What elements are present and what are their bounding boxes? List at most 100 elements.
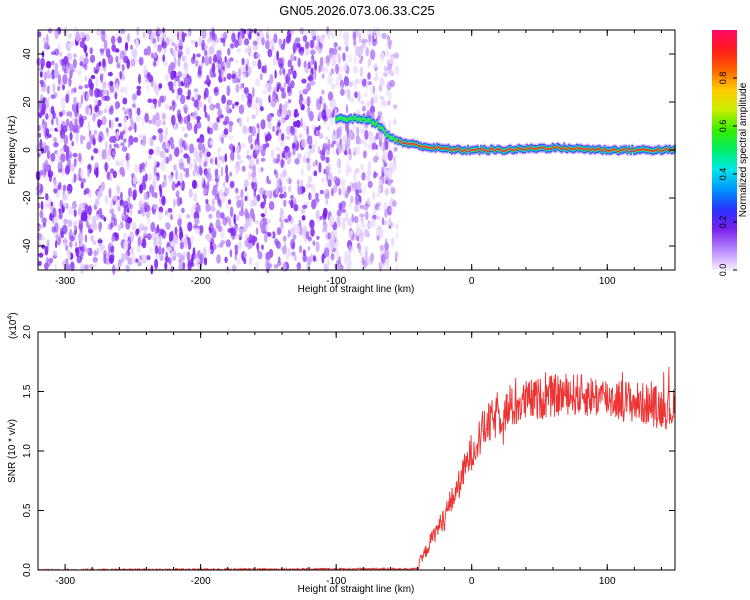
noise-speck [177,31,180,41]
snr-panel: -300 -200 -100 0 100 0.0 0.5 1.0 1.5 2.0 Height o… [7,312,676,595]
noise-speck [248,65,252,76]
noise-speck [239,83,243,90]
noise-speck [235,187,239,194]
noise-speck [225,173,229,183]
noise-speck [212,184,218,193]
noise-speck [186,122,193,131]
noise-speck [104,195,109,205]
colorbar-tick-label: 0.0 [718,264,728,277]
track-cell [592,148,595,150]
noise-speck [388,57,394,65]
noise-speck [222,216,228,226]
noise-speck [316,235,320,240]
noise-speck [302,35,308,42]
noise-speck [171,42,176,47]
noise-speck [318,64,321,73]
noise-speck [250,125,256,137]
noise-speck [225,164,229,175]
noise-speck [301,100,308,105]
noise-speck [161,41,167,49]
noise-speck [388,40,392,50]
noise-speck [306,135,312,145]
noise-speck [336,157,340,169]
noise-speck [316,48,323,54]
noise-speck [293,255,297,261]
noise-speck [176,189,180,197]
noise-speck [291,242,295,250]
track-cell [338,116,341,120]
noise-speck [367,168,372,177]
noise-speck [355,225,362,235]
noise-speck [364,245,369,251]
noise-speck [294,224,300,234]
noise-speck [184,142,189,151]
spectrogram-noise-region [35,25,400,275]
noise-speck [236,154,241,161]
noise-speck [205,203,211,212]
noise-speck [245,218,249,229]
track-cell [496,148,499,151]
track-cell [639,149,642,152]
noise-speck [326,62,330,67]
noise-speck [392,162,396,170]
noise-speck [41,217,47,223]
noise-speck [286,254,289,260]
noise-speck [322,211,327,220]
noise-speck [293,204,299,212]
noise-speck [390,187,396,195]
noise-speck [95,213,100,221]
noise-speck [183,251,187,257]
track-cell [644,148,647,151]
noise-speck [131,222,137,231]
noise-speck [264,82,269,91]
noise-speck [206,232,212,242]
noise-speck [58,211,63,220]
noise-speck [387,167,393,179]
noise-speck [162,141,167,151]
noise-speck [228,143,234,151]
noise-speck [271,125,276,132]
track-cell [395,138,398,142]
track-cell [429,147,432,150]
noise-speck [157,99,162,108]
noise-speck [117,224,122,231]
noise-speck [153,203,158,211]
noise-speck [124,41,129,51]
track-cell [649,149,652,152]
noise-speck [293,56,297,61]
noise-speck [266,218,272,224]
noise-speck [338,65,343,73]
noise-speck [292,42,297,53]
track-cell [416,143,419,146]
x-tick-label: 100 [599,576,616,587]
noise-speck [384,208,388,218]
track-cell [619,148,623,151]
noise-speck [235,214,240,222]
noise-speck [120,86,125,94]
noise-speck [54,28,59,40]
noise-speck [201,39,206,51]
noise-speck [53,137,57,143]
noise-speck [345,104,349,114]
noise-speck [392,118,397,126]
noise-speck [241,57,245,66]
svg-text:(x104): (x104) [7,312,19,339]
noise-speck [125,160,130,171]
noise-speck [63,237,68,248]
noise-speck [385,89,390,97]
noise-speck [321,89,325,95]
noise-speck [72,124,76,133]
noise-speck [187,89,191,98]
noise-speck [88,107,91,117]
noise-speck [89,189,92,195]
noise-speck [198,142,203,151]
track-cell [642,148,645,150]
noise-speck [203,91,207,100]
noise-speck [312,124,316,131]
noise-speck [63,134,69,146]
noise-speck [154,180,157,190]
noise-speck [275,158,280,164]
noise-speck [306,96,311,107]
noise-speck [93,250,98,257]
noise-speck [355,194,359,206]
